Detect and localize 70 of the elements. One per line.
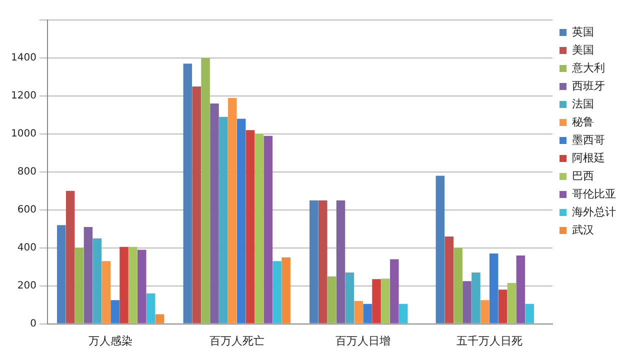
legend-label: 美国 <box>572 43 594 56</box>
y-tick-label: 600 <box>17 204 36 216</box>
legend-label: 法国 <box>572 97 594 110</box>
bar <box>210 104 219 324</box>
legend-label: 秘鲁 <box>572 115 594 128</box>
legend-label: 意大利 <box>571 61 605 74</box>
legend-label: 巴西 <box>572 169 594 182</box>
x-tick-label: 百万人死亡 <box>209 334 264 348</box>
y-tick-label: 400 <box>17 242 36 254</box>
legend-label: 墨西哥 <box>572 133 605 146</box>
bar <box>363 304 372 324</box>
y-tick-label: 200 <box>17 280 36 292</box>
y-tick-label: 1000 <box>10 128 36 140</box>
y-tick-label: 1400 <box>10 52 36 64</box>
legend-label: 哥伦比亚 <box>572 187 616 200</box>
bar <box>516 255 526 324</box>
bar <box>327 276 336 324</box>
legend-label: 海外总计 <box>572 205 616 218</box>
bar <box>254 134 264 324</box>
bar <box>489 254 498 324</box>
bar <box>138 250 146 324</box>
bar <box>201 58 210 324</box>
bar <box>498 290 508 324</box>
bar <box>120 246 128 324</box>
bar <box>57 225 66 324</box>
x-tick-label: 五千万人日死 <box>456 334 522 348</box>
bar <box>525 304 534 324</box>
bar <box>272 261 282 324</box>
bar <box>155 314 164 324</box>
bar <box>146 293 156 324</box>
bar <box>507 282 516 324</box>
bar <box>381 278 390 324</box>
bar <box>436 176 445 324</box>
bar <box>246 130 255 324</box>
bar <box>336 200 346 324</box>
bar <box>310 200 318 324</box>
legend-label: 阿根廷 <box>572 151 605 164</box>
bar <box>345 272 354 324</box>
bar <box>128 246 138 324</box>
x-tick-label: 万人感染 <box>88 334 133 348</box>
bar <box>282 257 290 324</box>
bar <box>372 279 381 324</box>
bar <box>462 281 472 324</box>
bar <box>390 259 399 324</box>
bar <box>219 116 228 324</box>
bar <box>183 64 192 324</box>
bar <box>192 86 201 324</box>
bar <box>74 248 84 324</box>
bar <box>236 118 246 324</box>
x-tick-label: 百万人日增 <box>336 334 391 348</box>
bar <box>472 272 480 324</box>
bar <box>318 200 328 324</box>
bar <box>66 190 75 324</box>
bar <box>102 261 110 324</box>
bar <box>480 300 490 324</box>
legend-label: 英国 <box>572 25 594 38</box>
legend-label: 西班牙 <box>572 79 605 92</box>
bar <box>92 238 102 324</box>
bar <box>228 98 237 324</box>
bar <box>454 248 462 324</box>
y-tick-label: 800 <box>17 166 36 178</box>
y-tick-label: 1200 <box>10 90 36 102</box>
y-tick-label: 0 <box>30 318 36 330</box>
bar <box>264 136 273 324</box>
bar <box>110 300 120 324</box>
bar <box>84 226 93 324</box>
bar <box>354 301 364 324</box>
legend-label: 武汉 <box>572 223 594 236</box>
bar <box>398 304 408 324</box>
bar <box>444 236 454 324</box>
